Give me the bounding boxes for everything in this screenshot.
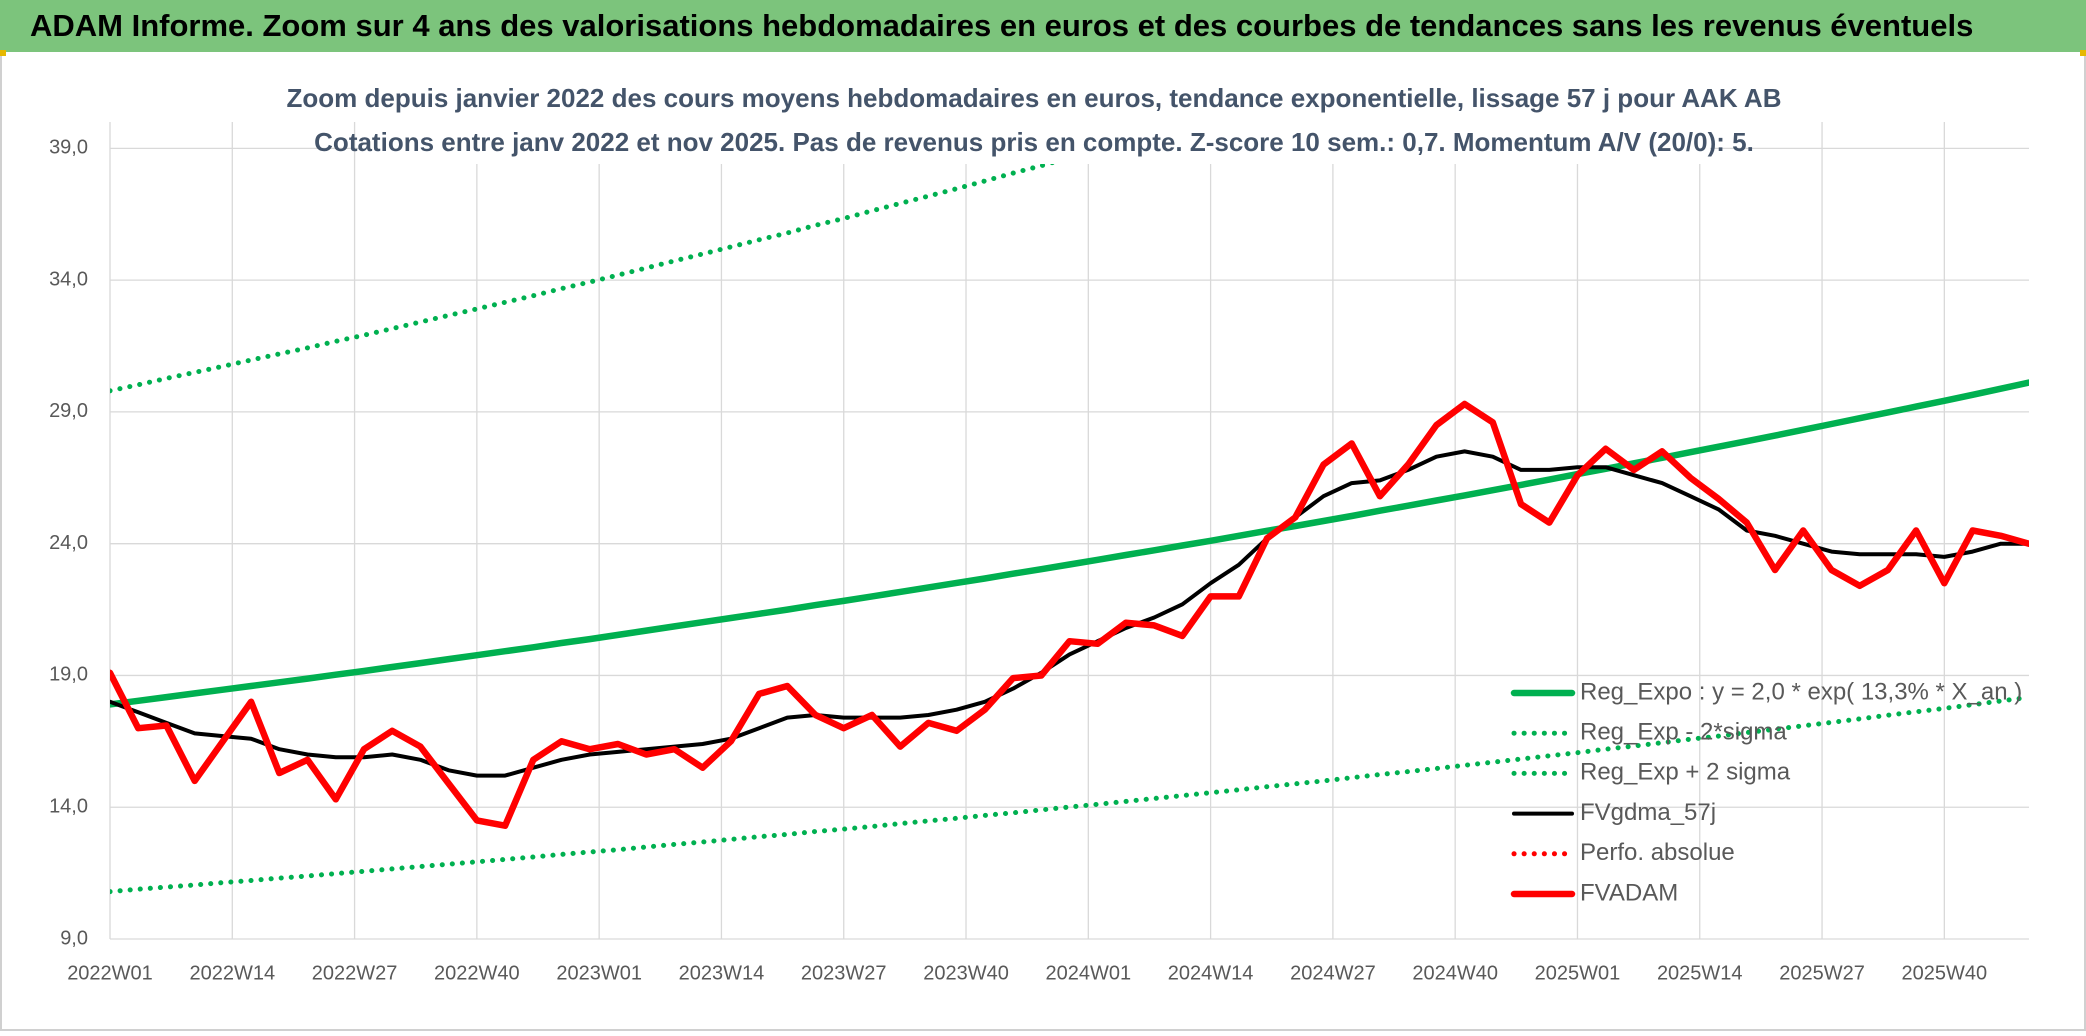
corner-mark bbox=[0, 50, 6, 56]
x-tick-label: 2022W01 bbox=[67, 962, 153, 984]
x-tick-label: 2024W01 bbox=[1046, 962, 1132, 984]
x-tick-label: 2024W40 bbox=[1412, 962, 1498, 984]
x-tick-label: 2023W40 bbox=[923, 962, 1009, 984]
subtitle: Cotations entre janv 2022 et nov 2025. P… bbox=[314, 127, 1754, 157]
x-tick-label: 2023W01 bbox=[556, 962, 642, 984]
grid: 9,0 14,0 19,0 24,0 29,0 34,0 39,0 2022W01 2022W1… bbox=[49, 122, 2029, 984]
series-line bbox=[110, 379, 2029, 708]
y-tick-label: 9,0 bbox=[60, 927, 88, 949]
header-bar bbox=[0, 0, 2086, 52]
legend-label: FVgdma_57j bbox=[1580, 799, 1716, 826]
subtitle: Zoom depuis janvier 2022 des cours moyen… bbox=[287, 83, 1782, 113]
x-tick-label: 2025W27 bbox=[1779, 962, 1865, 984]
legend-label: Reg_Expo : y = 2,0 * exp( 13,3% * X_an ) bbox=[1580, 678, 2022, 705]
legend: Reg_Expo : y = 2,0 * exp( 13,3% * X_an )… bbox=[1510, 678, 2022, 906]
y-tick-label: 34,0 bbox=[49, 268, 88, 290]
x-tick-label: 2023W27 bbox=[801, 962, 887, 984]
x-tick-label: 2022W27 bbox=[312, 962, 398, 984]
series-line bbox=[110, 400, 2029, 829]
x-tick-label: 2024W14 bbox=[1168, 962, 1254, 984]
legend-label: Reg_Exp + 2 sigma bbox=[1580, 759, 1791, 786]
x-tick-label: 2025W14 bbox=[1657, 962, 1743, 984]
y-tick-label: 19,0 bbox=[49, 664, 88, 686]
y-tick-label: 24,0 bbox=[49, 532, 88, 554]
y-tick-label: 39,0 bbox=[49, 137, 88, 159]
legend-label: FVADAM bbox=[1580, 879, 1678, 906]
x-tick-label: 2023W14 bbox=[679, 962, 765, 984]
x-tick-label: 2025W40 bbox=[1902, 962, 1988, 984]
y-tick-label: 29,0 bbox=[49, 400, 88, 422]
legend-label: Perfo. absolue bbox=[1580, 839, 1735, 866]
subtitles: Zoom depuis janvier 2022 des cours moyen… bbox=[287, 80, 1782, 164]
chart-title: ADAM Informe. Zoom sur 4 ans des valoris… bbox=[30, 8, 1973, 43]
x-tick-label: 2025W01 bbox=[1535, 962, 1621, 984]
subtitle-box bbox=[360, 80, 1710, 164]
x-tick-label: 2024W27 bbox=[1290, 962, 1376, 984]
x-tick-label: 2022W40 bbox=[434, 962, 520, 984]
series-line bbox=[110, 694, 2029, 895]
y-tick-label: 14,0 bbox=[49, 796, 88, 818]
x-tick-label: 2022W14 bbox=[189, 962, 275, 984]
corner-mark bbox=[2080, 50, 2086, 56]
plot-lines bbox=[110, 122, 2029, 895]
legend-label: Reg_Exp - 2*sigma bbox=[1580, 719, 1787, 746]
